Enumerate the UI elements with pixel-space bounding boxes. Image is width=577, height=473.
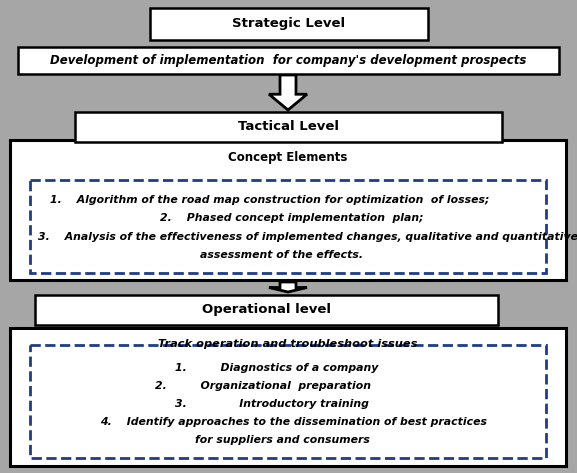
Bar <box>10 328 566 466</box>
Polygon shape <box>269 75 307 110</box>
Text: for suppliers and consumers: for suppliers and consumers <box>195 435 370 445</box>
Text: Tactical Level: Tactical Level <box>238 121 339 133</box>
Text: assessment of the effects.: assessment of the effects. <box>200 250 363 260</box>
Text: Strategic Level: Strategic Level <box>233 18 346 30</box>
Text: 3.    Analysis of the effectiveness of implemented changes, qualitative and quan: 3. Analysis of the effectiveness of impl… <box>38 232 577 242</box>
Polygon shape <box>269 282 307 292</box>
Text: Development of implementation  for company's development prospects: Development of implementation for compan… <box>50 54 527 67</box>
Text: 2.         Organizational  preparation: 2. Organizational preparation <box>155 381 371 391</box>
Bar <box>35 295 498 325</box>
Text: 2.    Phased concept implementation  plan;: 2. Phased concept implementation plan; <box>160 213 424 223</box>
Bar <box>30 180 546 273</box>
Bar <box>75 112 502 142</box>
Bar <box>30 345 546 458</box>
Text: Operational level: Operational level <box>202 304 331 316</box>
Text: Track operation and troubleshoot issues: Track operation and troubleshoot issues <box>158 339 418 349</box>
Text: Concept Elements: Concept Elements <box>228 151 348 165</box>
Text: 3.              Introductory training: 3. Introductory training <box>175 399 369 409</box>
Text: 4.    Identify approaches to the dissemination of best practices: 4. Identify approaches to the disseminat… <box>100 417 487 427</box>
Bar <box>18 47 559 74</box>
Text: 1.    Algorithm of the road map construction for optimization  of losses;: 1. Algorithm of the road map constructio… <box>50 195 489 205</box>
Text: 1.         Diagnostics of a company: 1. Diagnostics of a company <box>175 363 379 373</box>
Bar <box>10 140 566 280</box>
Bar <box>150 8 428 40</box>
